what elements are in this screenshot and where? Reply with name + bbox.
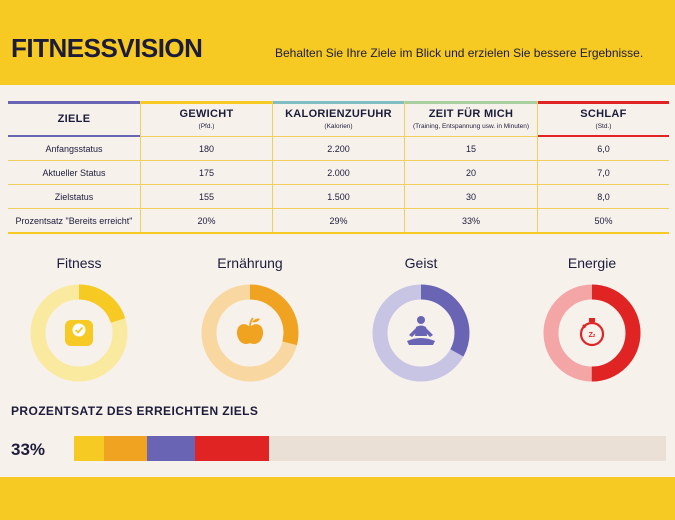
column-title: GEWICHT bbox=[179, 107, 234, 120]
column-unit: (Std.) bbox=[595, 122, 612, 130]
donut-progress-arc bbox=[372, 284, 470, 382]
row-label: Aktueller Status bbox=[42, 167, 106, 178]
table-cell: 6,0 bbox=[537, 137, 669, 160]
header-band: FITNESSVISION Behalten Sie Ihre Ziele im… bbox=[0, 0, 675, 85]
table-cell: 155 bbox=[140, 185, 272, 208]
donut-progress-arc bbox=[30, 284, 128, 382]
donut-progress-arc bbox=[201, 284, 299, 382]
table-cell: 30 bbox=[404, 185, 537, 208]
table-cell: 2.200 bbox=[272, 137, 404, 160]
donut-ernaehrung: Ernährung bbox=[185, 255, 315, 383]
donut-chart bbox=[30, 284, 128, 382]
footer-band bbox=[0, 477, 675, 520]
donut-label: Fitness bbox=[56, 255, 102, 271]
svg-text:Zz: Zz bbox=[589, 332, 596, 339]
table-cell: 20 bbox=[404, 161, 537, 184]
progress-percent-label: 33% bbox=[11, 440, 46, 459]
column-header-gewicht: GEWICHT (Pfd.) bbox=[140, 101, 272, 136]
meditation-icon bbox=[407, 316, 435, 345]
column-header-ziele: ZIELE bbox=[8, 101, 140, 137]
progress-segment-ernaehrung bbox=[103, 436, 147, 461]
row-label: Prozentsatz "Bereits erreicht" bbox=[15, 215, 133, 226]
page-subtitle: Behalten Sie Ihre Ziele im Blick und erz… bbox=[275, 46, 644, 60]
donut-geist: Geist bbox=[356, 255, 486, 383]
table-cell: 29% bbox=[272, 209, 404, 232]
donut-chart bbox=[201, 284, 299, 382]
donut-chart bbox=[372, 284, 470, 382]
column-header-schlaf: SCHLAF (Std.) bbox=[537, 101, 669, 137]
row-label: Zielstatus bbox=[54, 191, 94, 202]
progress-segment-geist bbox=[146, 436, 196, 461]
table-cell: 15 bbox=[404, 137, 537, 160]
column-unit: (Pfd.) bbox=[198, 122, 215, 130]
donut-label: Energie bbox=[567, 255, 617, 271]
goals-table: ZIELE GEWICHT (Pfd.) KALORIENZUFUHR (Kal… bbox=[8, 101, 669, 234]
table-row: Anfangsstatus 180 2.200 15 6,0 bbox=[8, 137, 669, 161]
table-cell: 1.500 bbox=[272, 185, 404, 208]
table-cell: 180 bbox=[140, 137, 272, 160]
column-title: SCHLAF bbox=[580, 107, 627, 120]
table-header-row: ZIELE GEWICHT (Pfd.) KALORIENZUFUHR (Kal… bbox=[8, 101, 669, 137]
donut-energie: Energie Zz bbox=[527, 255, 657, 383]
column-header-kalorienzufuhr: KALORIENZUFUHR (Kalorien) bbox=[272, 101, 404, 136]
donut-label: Ernährung bbox=[217, 255, 283, 271]
scale-icon bbox=[65, 320, 93, 346]
table-cell: 20% bbox=[140, 209, 272, 232]
progress-heading: PROZENTSATZ DES ERREICHTEN ZIELS bbox=[11, 404, 259, 418]
column-unit: (Training, Entspannung usw. in Minuten) bbox=[412, 122, 530, 130]
donut-chart: Zz bbox=[543, 284, 641, 382]
progress-segment-fitness bbox=[74, 436, 104, 461]
donut-progress-arc bbox=[543, 284, 641, 382]
column-title: ZIELE bbox=[57, 112, 91, 125]
progress-segment-energie bbox=[195, 436, 270, 461]
donut-label: Geist bbox=[404, 255, 438, 271]
goal-progress-bar bbox=[74, 436, 666, 461]
table-cell: 50% bbox=[537, 209, 669, 232]
stopwatch-icon: Zz bbox=[579, 318, 605, 347]
table-cell: 33% bbox=[404, 209, 537, 232]
table-cell: 7,0 bbox=[537, 161, 669, 184]
column-title: KALORIENZUFUHR bbox=[285, 107, 392, 120]
row-label: Anfangsstatus bbox=[45, 143, 103, 154]
table-cell: 8,0 bbox=[537, 185, 669, 208]
table-cell: 2.000 bbox=[272, 161, 404, 184]
table-row: Aktueller Status 175 2.000 20 7,0 bbox=[8, 161, 669, 185]
table-row: Prozentsatz "Bereits erreicht" 20% 29% 3… bbox=[8, 209, 669, 234]
column-unit: (Kalorien) bbox=[324, 122, 353, 130]
column-header-zeit-fuer-mich: ZEIT FÜR MICH (Training, Entspannung usw… bbox=[404, 101, 537, 136]
apple-icon bbox=[236, 317, 264, 344]
column-title: ZEIT FÜR MICH bbox=[428, 107, 514, 120]
page-title: FITNESSVISION bbox=[11, 33, 203, 63]
table-row: Zielstatus 155 1.500 30 8,0 bbox=[8, 185, 669, 209]
table-cell: 175 bbox=[140, 161, 272, 184]
donut-fitness: Fitness bbox=[14, 255, 144, 383]
